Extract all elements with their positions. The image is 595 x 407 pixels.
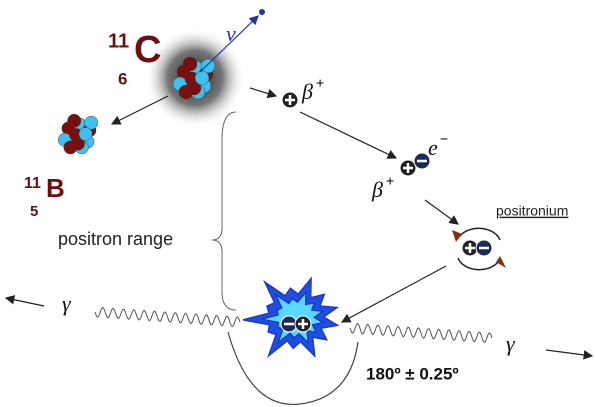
decay-arrow [110, 95, 169, 125]
carbon-number: 6 [118, 69, 127, 88]
boron-number: 5 [30, 203, 38, 220]
boron-symbol: B [46, 173, 65, 203]
positron-range-label: positron range [58, 229, 173, 249]
nucleon [200, 58, 216, 74]
positron-symbol: β [301, 79, 313, 104]
gamma-arrow [545, 349, 594, 360]
carbon-symbol: C [134, 29, 161, 71]
gamma-wave [349, 323, 493, 343]
boron-mass: 11 [24, 175, 41, 192]
nucleon [71, 136, 85, 151]
gamma-wave [94, 307, 241, 327]
brace [211, 111, 237, 311]
sign [298, 319, 308, 329]
circular-arrow [459, 227, 501, 241]
nucleon [186, 80, 202, 96]
gamma-arrow [4, 295, 45, 307]
positron-2-symbol: β [371, 177, 383, 202]
arrow-head [452, 230, 462, 242]
nucleon [78, 127, 93, 141]
photon-arrow [340, 265, 447, 323]
carbon-mass: 11 [108, 30, 129, 52]
electron-symbol: e [428, 135, 438, 160]
arrow-head [496, 256, 506, 268]
positron-2-charge: + [386, 173, 394, 189]
nucleon [182, 56, 198, 72]
angle-arc [227, 331, 359, 406]
positron-arrow [249, 87, 278, 99]
positron-charge: + [316, 75, 324, 91]
neutrino-label: ν [226, 21, 236, 46]
gamma-right: γ [506, 331, 516, 356]
shapes [4, 9, 594, 406]
nucleon [84, 115, 99, 130]
positronium-label: positronium [496, 203, 568, 219]
sign [285, 95, 295, 105]
circular-arrow [457, 257, 499, 271]
neutrino-arrow [199, 15, 259, 73]
nucleon [67, 113, 82, 128]
angle-label: 180º ± 0.25º [366, 364, 459, 383]
annihilate-arrow [424, 199, 459, 225]
nucleon [194, 70, 210, 86]
travel-arrow [299, 111, 398, 159]
sign [403, 163, 413, 173]
electron-charge: − [440, 131, 448, 147]
sign [465, 243, 475, 253]
neutrino-dot [259, 9, 265, 15]
gamma-left: γ [62, 291, 72, 316]
